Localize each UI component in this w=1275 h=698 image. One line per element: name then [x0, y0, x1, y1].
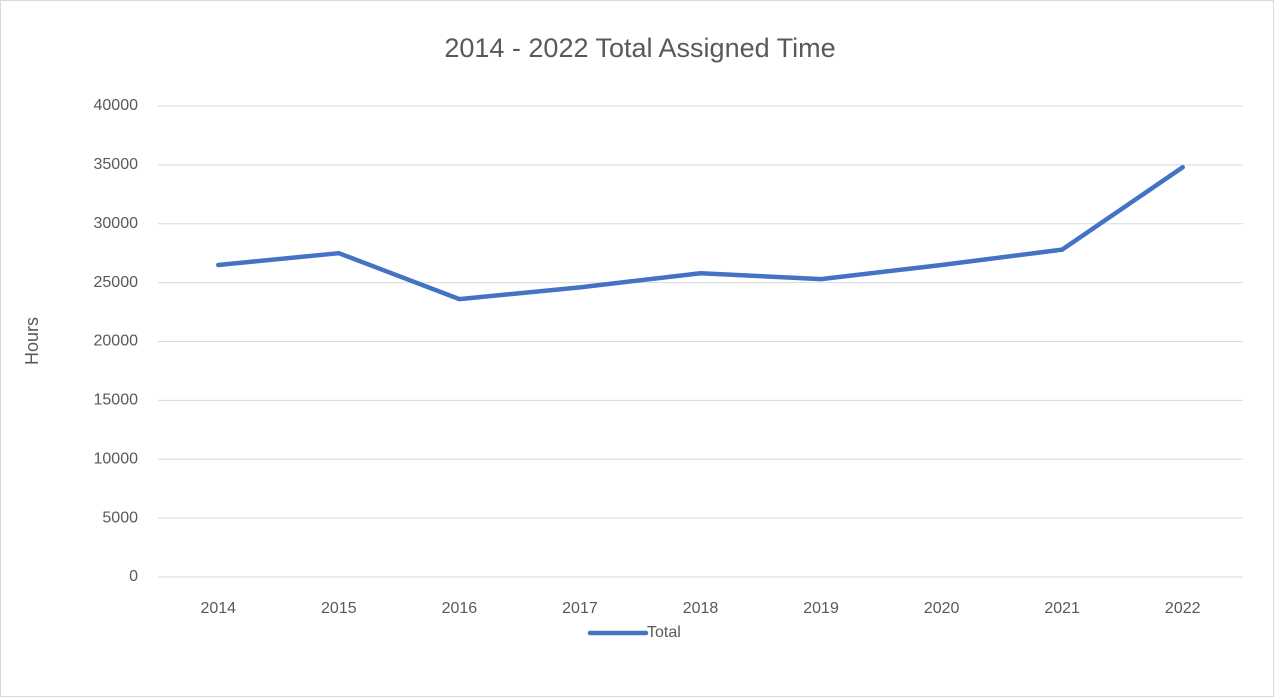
y-tick-label: 40000: [94, 97, 139, 114]
y-tick-label: 30000: [94, 215, 139, 232]
legend-label: Total: [647, 624, 681, 641]
x-tick-label: 2019: [803, 600, 839, 617]
x-tick-label: 2022: [1165, 600, 1201, 617]
y-tick-label: 10000: [94, 450, 139, 467]
x-tick-label: 2021: [1044, 600, 1080, 617]
x-tick-label: 2014: [200, 600, 236, 617]
chart-title: 2014 - 2022 Total Assigned Time: [444, 33, 835, 63]
x-tick-label: 2016: [442, 600, 478, 617]
x-tick-label: 2018: [683, 600, 719, 617]
line-series: [216, 164, 1185, 302]
y-tick-label: 15000: [94, 392, 139, 409]
y-tick-label: 5000: [102, 509, 138, 526]
x-tick-label: 2015: [321, 600, 357, 617]
y-tick-label: 35000: [94, 156, 139, 173]
x-tick-label: 2017: [562, 600, 598, 617]
y-tick-label: 25000: [94, 274, 139, 291]
y-axis-label: Hours: [22, 317, 42, 365]
x-tick-label: 2020: [924, 600, 960, 617]
y-tick-label: 0: [129, 568, 138, 585]
y-tick-label: 20000: [94, 333, 139, 350]
